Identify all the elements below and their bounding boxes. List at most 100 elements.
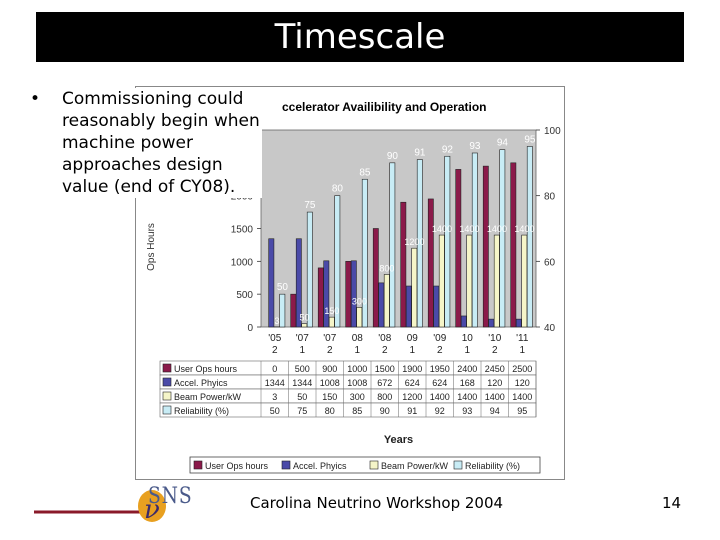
table-cell: 2400 xyxy=(457,364,477,374)
y2-tick-label: 60 xyxy=(544,257,556,268)
table-cell: 120 xyxy=(487,378,502,388)
reliability-label: 50 xyxy=(277,282,289,293)
bar-4 xyxy=(416,159,423,328)
slide-title: Timescale xyxy=(36,12,684,62)
table-cell: 1000 xyxy=(347,364,367,374)
table-cell: 1344 xyxy=(292,378,312,388)
legend-box xyxy=(189,456,541,474)
table-cell: 85 xyxy=(352,406,362,416)
table-cell: 95 xyxy=(517,406,527,416)
beam-power-label: 1400 xyxy=(487,224,507,234)
bar-4 xyxy=(306,211,313,328)
table-cell: 90 xyxy=(380,406,390,416)
beam-power-label: 50 xyxy=(299,313,309,323)
bar-4 xyxy=(526,146,533,328)
bar-2 xyxy=(515,318,522,328)
x-axis-label: Years xyxy=(384,434,413,446)
table-cell: 50 xyxy=(270,406,280,416)
beam-power-label: 1400 xyxy=(514,224,534,234)
table-cell: 1400 xyxy=(457,392,477,402)
table-cell: 91 xyxy=(407,406,417,416)
chart-title: ccelerator Availibility and Operation xyxy=(282,100,487,114)
x-tick-label: '05 xyxy=(268,333,281,344)
reliability-label: 75 xyxy=(304,200,316,211)
table-cell: 900 xyxy=(322,364,337,374)
table-cell: 1008 xyxy=(320,378,340,388)
table-cell: 94 xyxy=(490,406,500,416)
bar-3 xyxy=(438,234,445,328)
bar-4 xyxy=(279,293,286,328)
table-row-header: Beam Power/kW xyxy=(174,392,242,402)
beam-power-label: 300 xyxy=(352,296,367,306)
x-tick-sublabel: 2 xyxy=(437,345,443,356)
x-tick-sublabel: 1 xyxy=(519,345,525,356)
bar-1 xyxy=(455,169,462,328)
table-cell: 3 xyxy=(272,392,277,402)
page-number: 14 xyxy=(662,494,682,512)
table-cell: 1008 xyxy=(347,378,367,388)
beam-power-label: 800 xyxy=(379,263,394,273)
table-cell: 624 xyxy=(405,378,420,388)
table-cell: 1500 xyxy=(375,364,395,374)
x-tick-label: '07 xyxy=(296,333,309,344)
bar-2 xyxy=(378,282,385,328)
bar-2 xyxy=(350,260,357,328)
table-cell: 80 xyxy=(325,406,335,416)
table-cell: 1950 xyxy=(430,364,450,374)
bar-1 xyxy=(427,198,434,328)
bar-1 xyxy=(482,165,489,328)
bullet-point: • Commissioning could reasonably begin w… xyxy=(30,88,262,198)
table-cell: 1400 xyxy=(485,392,505,402)
bar-3 xyxy=(301,323,308,328)
bar-3 xyxy=(328,316,335,328)
y-tick-label: 1000 xyxy=(231,257,254,268)
accelerator-chart: ccelerator Availibility and Operation 0 50… xyxy=(146,100,561,474)
bar-2 xyxy=(268,238,275,328)
bar-2 xyxy=(460,315,467,328)
logo-text: SNS xyxy=(148,484,193,509)
table-swatch xyxy=(162,391,172,401)
table-swatch xyxy=(162,405,172,415)
table-row-header: User Ops hours xyxy=(174,364,238,374)
bar-4 xyxy=(444,155,451,328)
x-tick-sublabel: 1 xyxy=(409,345,415,356)
table-cell: 1400 xyxy=(512,392,532,402)
table-cell: 120 xyxy=(515,378,530,388)
legend-swatch xyxy=(453,460,463,470)
beam-power-label: 3 xyxy=(274,316,279,326)
table-cell: 1344 xyxy=(265,378,285,388)
x-tick-sublabel: 2 xyxy=(272,345,278,356)
x-tick-label: '10 xyxy=(488,333,501,344)
table-cell: 672 xyxy=(377,378,392,388)
legend-swatch xyxy=(281,460,291,470)
table-cell: 1400 xyxy=(430,392,450,402)
x-tick-label: '09 xyxy=(433,333,446,344)
y-tick-label: 0 xyxy=(247,323,253,334)
table-cell: 168 xyxy=(460,378,475,388)
x-tick-label: '08 xyxy=(378,333,391,344)
x-tick-label: 09 xyxy=(407,333,419,344)
x-tick-sublabel: 2 xyxy=(382,345,388,356)
y2-tick-label: 40 xyxy=(544,323,556,334)
beam-power-label: 150 xyxy=(324,306,339,316)
table-cell: 2450 xyxy=(485,364,505,374)
legend-swatch xyxy=(193,460,203,470)
bar-3 xyxy=(383,274,390,328)
bar-1 xyxy=(317,267,324,328)
x-tick-label: 10 xyxy=(462,333,474,344)
bar-1 xyxy=(400,201,407,328)
x-tick-sublabel: 1 xyxy=(354,345,360,356)
plot-area xyxy=(260,129,537,328)
table-swatch xyxy=(162,363,172,373)
bar-4 xyxy=(499,149,506,328)
bar-3 xyxy=(466,234,473,328)
bar-1 xyxy=(510,162,517,328)
logo-swoosh-icon: ν xyxy=(34,490,166,525)
table-cell: 800 xyxy=(377,392,392,402)
table-cell: 92 xyxy=(435,406,445,416)
beam-power-label: 1400 xyxy=(459,224,479,234)
bullet-marker: • xyxy=(30,89,41,109)
reliability-label: 90 xyxy=(387,151,399,162)
y2-tick-label: 100 xyxy=(544,126,561,137)
table-cell: 0 xyxy=(272,364,277,374)
